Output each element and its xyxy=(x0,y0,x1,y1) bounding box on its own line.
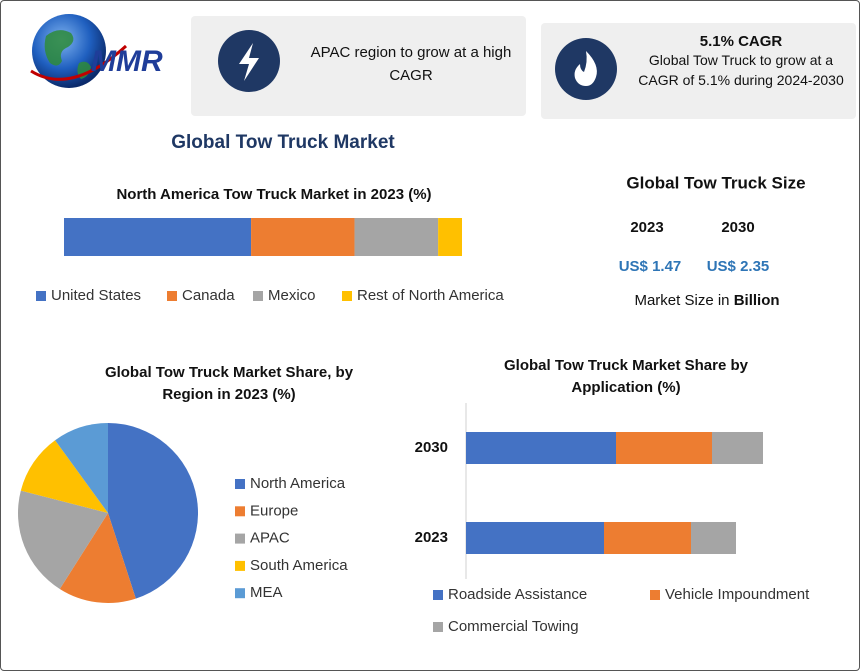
legend-swatch xyxy=(433,590,443,600)
bar-segment xyxy=(251,218,355,256)
icon xyxy=(218,30,280,92)
legend-swatch xyxy=(342,291,352,301)
year: 2023 xyxy=(630,219,663,236)
icon xyxy=(555,38,617,100)
bar-segment xyxy=(691,522,736,554)
legend-swatch xyxy=(167,291,177,301)
pie-slice xyxy=(20,440,108,513)
chart-title: Global Tow Truck Market Share by Applica… xyxy=(504,357,748,396)
y-tick-label: 2030 xyxy=(415,439,448,456)
legend-swatch xyxy=(650,590,660,600)
note-text: Market Size in xyxy=(634,292,729,309)
legend-swatch xyxy=(36,291,46,301)
legend-label: Roadside Assistance xyxy=(448,586,587,603)
legend-label: Commercial Towing xyxy=(448,618,579,635)
legend-swatch xyxy=(235,560,245,571)
legend-label: Mexico xyxy=(268,287,316,304)
card-title: 5.1% CAGR xyxy=(699,33,783,50)
pie-slice xyxy=(59,513,136,603)
legend-label: MEA xyxy=(250,584,283,601)
size-note: Market Size in Billion xyxy=(634,292,779,309)
pie-slice xyxy=(55,423,108,513)
bar-segment xyxy=(466,522,604,554)
legend-label: Rest of North America xyxy=(357,287,504,304)
y-tick-label: 2023 xyxy=(415,529,448,546)
bar-segment xyxy=(712,432,763,464)
legend-label: South America xyxy=(250,557,348,574)
legend-swatch xyxy=(433,622,443,632)
pie-slice xyxy=(18,490,109,589)
legend-label: APAC xyxy=(250,530,290,547)
legend-label: Vehicle Impoundment xyxy=(665,586,810,603)
chart-title: Global Tow Truck Market Share, by Region… xyxy=(104,364,354,403)
bar-segment xyxy=(616,432,712,464)
logo: MMR xyxy=(30,14,163,88)
chart-title: North America Tow Truck Market in 2023 (… xyxy=(116,186,432,203)
legend-swatch xyxy=(235,533,245,544)
bar-segment xyxy=(64,218,252,256)
size-value: US$ 1.47 xyxy=(619,258,682,275)
bar-segment xyxy=(604,522,691,554)
bar-segment xyxy=(466,432,616,464)
legend-swatch xyxy=(253,291,263,301)
legend-swatch xyxy=(235,479,245,489)
legend-swatch xyxy=(235,506,245,517)
legend-label: United States xyxy=(51,287,141,304)
legend-swatch xyxy=(235,588,245,599)
bar-segment xyxy=(354,218,439,256)
pie-slice xyxy=(108,423,198,599)
main-title: Global Tow Truck Market xyxy=(171,132,395,153)
bar-segment xyxy=(438,218,462,256)
size-value: US$ 2.35 xyxy=(707,258,770,275)
logo-text: MMR xyxy=(91,45,163,78)
size-title: Global Tow Truck Size xyxy=(626,173,805,192)
legend-label: North America xyxy=(250,475,346,492)
card-text: APAC region to grow at a high CAGR xyxy=(310,44,512,84)
year: 2030 xyxy=(721,219,754,236)
legend-label: Canada xyxy=(182,287,235,304)
card-text: Global Tow Truck to grow at a CAGR of 5.… xyxy=(638,52,844,88)
note-unit: Billion xyxy=(734,292,780,309)
legend-label: Europe xyxy=(250,502,298,519)
